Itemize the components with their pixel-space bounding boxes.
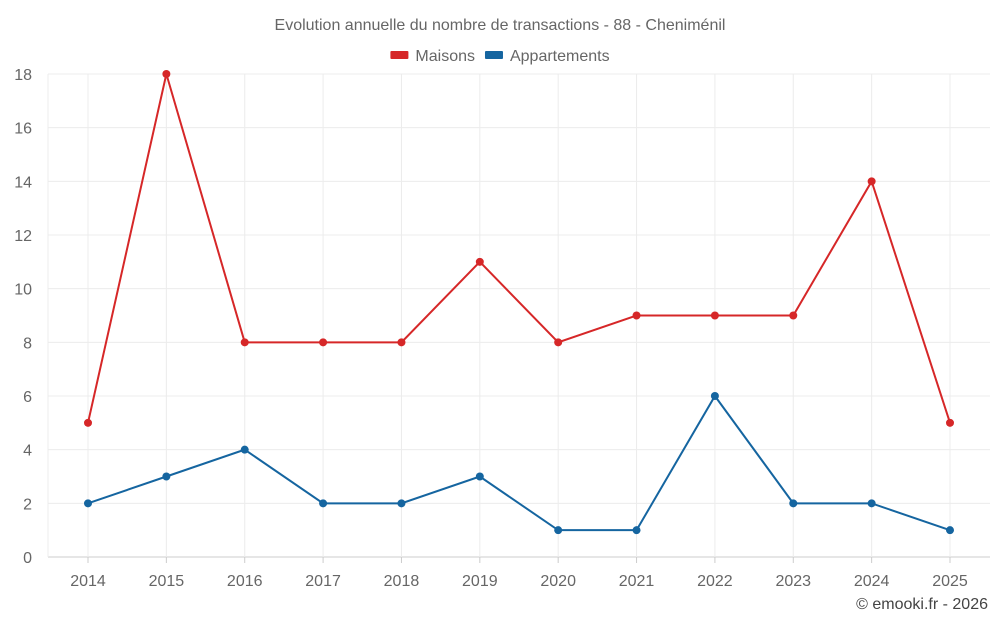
data-point-maisons-2018[interactable] <box>397 338 406 347</box>
x-tick-label: 2022 <box>697 573 733 590</box>
data-point-appartements-2023[interactable] <box>789 499 798 508</box>
legend-label: Maisons <box>415 48 475 65</box>
legend-label: Appartements <box>510 48 610 65</box>
chart-series <box>84 70 954 535</box>
y-axis-tick-labels: 0 2 4 6 8 10 12 14 16 18 <box>14 67 32 567</box>
y-tick-label: 6 <box>23 389 32 406</box>
y-tick-label: 0 <box>23 550 32 567</box>
data-point-maisons-2020[interactable] <box>554 338 563 347</box>
credit-text: © emooki.fr - 2026 <box>856 596 988 613</box>
legend-swatch <box>390 51 409 59</box>
x-tick-label: 2015 <box>149 573 185 590</box>
data-point-appartements-2019[interactable] <box>475 472 484 481</box>
x-tick-label: 2024 <box>854 573 890 590</box>
data-point-maisons-2021[interactable] <box>632 311 641 320</box>
y-tick-label: 14 <box>14 174 32 191</box>
y-tick-label: 2 <box>23 496 32 513</box>
data-point-appartements-2024[interactable] <box>867 499 876 508</box>
x-tick-label: 2021 <box>619 573 655 590</box>
data-point-appartements-2020[interactable] <box>554 526 563 535</box>
y-tick-label: 18 <box>14 67 32 84</box>
legend-item-appartements[interactable]: Appartements <box>484 48 610 65</box>
data-point-maisons-2016[interactable] <box>240 338 249 347</box>
data-point-appartements-2018[interactable] <box>397 499 406 508</box>
series-maisons <box>84 70 954 427</box>
x-tick-label: 2019 <box>462 573 498 590</box>
data-point-appartements-2016[interactable] <box>240 445 249 454</box>
y-tick-label: 4 <box>23 443 32 460</box>
data-point-appartements-2022[interactable] <box>710 392 719 400</box>
data-point-appartements-2014[interactable] <box>84 499 92 508</box>
data-point-maisons-2022[interactable] <box>710 311 719 320</box>
y-tick-label: 12 <box>14 228 32 245</box>
chart-grid <box>47 73 990 563</box>
chart-title: Evolution annuelle du nombre de transact… <box>275 17 726 34</box>
y-tick-label: 10 <box>14 282 32 299</box>
data-point-maisons-2023[interactable] <box>789 311 798 320</box>
data-point-maisons-2025[interactable] <box>946 418 954 427</box>
legend-swatch <box>484 51 503 59</box>
series-line-maisons <box>87 73 951 424</box>
x-tick-label: 2020 <box>540 573 576 590</box>
data-point-appartements-2017[interactable] <box>319 499 328 508</box>
y-tick-label: 8 <box>23 335 32 352</box>
chart-legend: Maisons Appartements <box>390 48 610 65</box>
x-tick-label: 2023 <box>775 573 811 590</box>
data-point-appartements-2025[interactable] <box>946 526 954 535</box>
x-tick-label: 2025 <box>932 573 968 590</box>
x-axis-tick-labels: 2014 2015 2016 2017 2018 2019 2020 2021 2022 2023… <box>70 573 968 590</box>
data-point-maisons-2015[interactable] <box>162 70 171 78</box>
x-tick-label: 2016 <box>227 573 263 590</box>
y-tick-label: 16 <box>14 121 32 138</box>
series-appartements <box>84 392 954 535</box>
x-tick-label: 2014 <box>70 573 106 590</box>
data-point-appartements-2021[interactable] <box>632 526 641 535</box>
legend-item-maisons[interactable]: Maisons <box>390 48 475 65</box>
data-point-appartements-2015[interactable] <box>162 472 171 481</box>
data-point-maisons-2017[interactable] <box>319 338 328 347</box>
series-line-appartements <box>87 394 951 532</box>
data-point-maisons-2014[interactable] <box>84 418 92 427</box>
x-tick-label: 2017 <box>305 573 341 590</box>
data-point-maisons-2019[interactable] <box>475 257 484 266</box>
data-point-maisons-2024[interactable] <box>867 177 876 186</box>
x-tick-label: 2018 <box>384 573 420 590</box>
